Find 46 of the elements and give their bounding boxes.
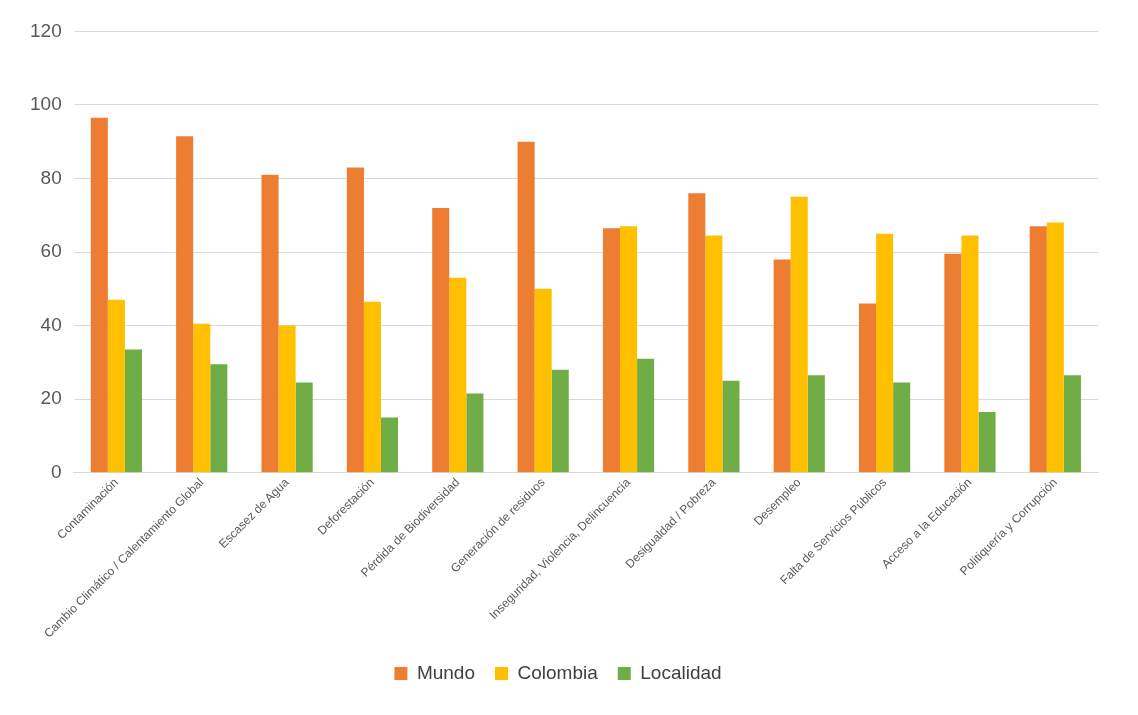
bar <box>773 259 791 473</box>
bar <box>807 375 825 473</box>
legend-label: Colombia <box>517 661 599 683</box>
bar <box>534 288 552 473</box>
bar <box>346 167 364 473</box>
y-tick-label: 20 <box>40 387 62 409</box>
y-tick-label: 80 <box>40 166 62 188</box>
bar <box>1063 375 1081 473</box>
y-tick-label: 40 <box>40 313 62 335</box>
bar <box>363 301 381 473</box>
bar <box>124 349 142 473</box>
bar <box>176 136 194 473</box>
y-tick-label: 60 <box>40 240 62 262</box>
bar <box>790 196 808 473</box>
bar <box>193 323 211 473</box>
bar <box>551 369 569 473</box>
bar <box>449 277 467 473</box>
bar <box>261 174 279 473</box>
bar <box>978 411 996 473</box>
legend-label: Localidad <box>640 661 722 683</box>
bar <box>1046 222 1064 473</box>
bar <box>517 141 535 473</box>
bar <box>602 228 620 473</box>
bar <box>432 207 450 473</box>
bar <box>619 226 638 473</box>
bar <box>637 358 655 473</box>
bar <box>705 235 723 473</box>
y-tick-label: 100 <box>30 93 62 115</box>
bar <box>876 233 894 473</box>
bar <box>295 382 313 473</box>
bar <box>107 299 125 473</box>
bar <box>688 193 706 473</box>
bar <box>893 382 911 473</box>
legend-label: Mundo <box>416 661 476 683</box>
bar <box>944 253 962 473</box>
bar <box>722 380 740 473</box>
y-tick-label: 120 <box>30 19 62 41</box>
bar <box>1029 226 1047 473</box>
bar <box>859 303 877 473</box>
bar <box>380 417 399 473</box>
bar <box>961 235 979 473</box>
bar <box>210 364 228 473</box>
bar <box>466 393 484 473</box>
bar <box>90 117 108 473</box>
y-tick-label: 0 <box>51 460 62 482</box>
bar <box>278 325 296 473</box>
